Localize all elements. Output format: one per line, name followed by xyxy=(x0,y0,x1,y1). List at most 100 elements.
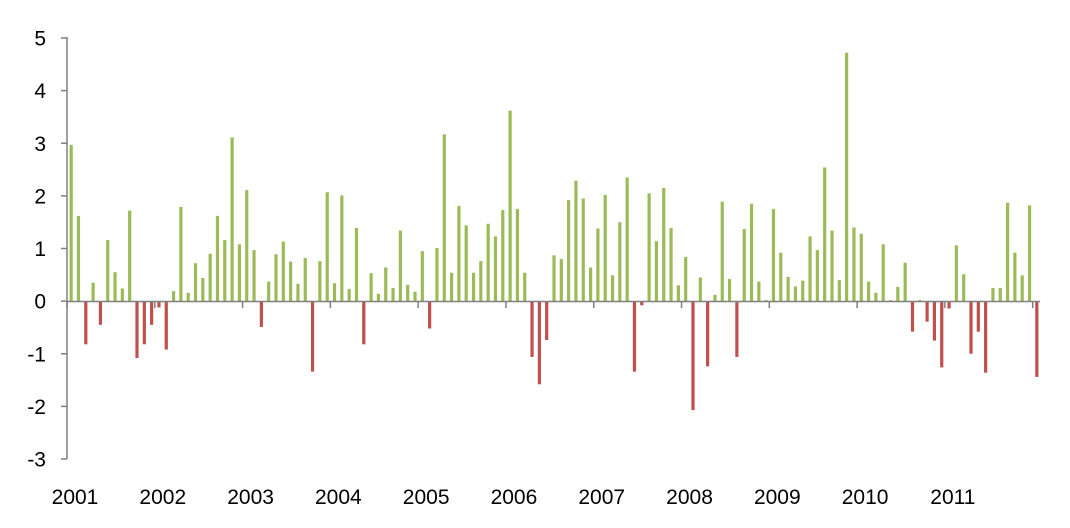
bar xyxy=(128,210,132,302)
bar xyxy=(764,300,768,302)
bar xyxy=(866,281,871,302)
bar xyxy=(420,251,424,302)
bar xyxy=(442,134,446,302)
bar xyxy=(76,215,81,302)
bar xyxy=(201,277,205,302)
bar xyxy=(384,267,388,302)
bar xyxy=(684,256,688,302)
bar xyxy=(479,261,483,302)
bar xyxy=(1005,202,1010,302)
bar xyxy=(698,277,702,302)
bar xyxy=(596,228,600,302)
bar xyxy=(881,244,885,302)
bar xyxy=(603,194,607,302)
bar xyxy=(106,240,110,302)
x-axis-tick-labels: 2001 2002 2003 2004 2005 2006 2007 2008 2009 2010… xyxy=(52,486,976,509)
bar xyxy=(449,272,454,302)
bar xyxy=(486,223,490,302)
bar xyxy=(186,292,190,302)
bar xyxy=(515,209,520,302)
x-tick-label: 2002 xyxy=(139,486,186,509)
bar xyxy=(120,288,124,302)
bar xyxy=(1027,205,1032,302)
bar xyxy=(808,236,812,302)
x-tick-label: 2009 xyxy=(754,486,801,509)
bar xyxy=(552,255,556,302)
y-tick-label: 2 xyxy=(34,185,46,208)
bar xyxy=(610,275,615,302)
bar xyxy=(523,272,527,302)
bar xyxy=(252,250,256,302)
bar xyxy=(369,273,373,302)
bar xyxy=(567,200,571,302)
bar xyxy=(801,280,805,302)
bar xyxy=(903,262,907,302)
bar xyxy=(193,263,198,302)
y-tick-label: 0 xyxy=(34,291,46,314)
y-axis-tick-labels: 5 4 3 2 1 0 -1 -2 -3 xyxy=(27,28,46,472)
bar xyxy=(727,279,732,302)
bar xyxy=(625,177,629,302)
bar xyxy=(647,193,651,302)
y-tick-label: 1 xyxy=(34,238,46,261)
x-tick-label: 2003 xyxy=(227,486,274,509)
x-tick-label: 2001 xyxy=(52,486,99,509)
bar xyxy=(749,203,754,302)
bar xyxy=(618,222,622,302)
bar xyxy=(735,301,739,357)
x-tick-label: 2010 xyxy=(842,486,889,509)
bar xyxy=(581,198,585,302)
bar xyxy=(274,254,278,302)
bar xyxy=(508,110,512,302)
y-tick-label: -3 xyxy=(27,449,46,472)
bar xyxy=(303,257,307,302)
bar xyxy=(464,225,468,302)
bar xyxy=(296,283,300,302)
bar xyxy=(340,195,344,302)
bar xyxy=(325,192,329,302)
bar xyxy=(150,301,154,325)
bar xyxy=(84,301,88,345)
bar xyxy=(1013,252,1017,302)
bar xyxy=(793,286,798,302)
bar xyxy=(954,245,958,302)
bar xyxy=(406,284,410,302)
x-axis-ticks xyxy=(66,301,1034,309)
y-axis-ticks xyxy=(61,37,67,460)
y-tick-label: 5 xyxy=(34,28,46,51)
bar xyxy=(845,52,849,302)
bar xyxy=(910,301,915,332)
x-tick-label: 2004 xyxy=(315,486,362,509)
bar xyxy=(588,267,593,302)
bar xyxy=(771,209,776,302)
bar xyxy=(984,301,988,373)
y-tick-label: -2 xyxy=(27,396,46,419)
bar xyxy=(947,301,951,309)
bar xyxy=(720,201,724,302)
bar xyxy=(245,190,249,302)
bar xyxy=(230,137,234,302)
bar xyxy=(471,272,476,302)
bar xyxy=(332,283,337,302)
x-tick-label: 2011 xyxy=(930,486,975,509)
x-tick-label: 2008 xyxy=(666,486,713,509)
bar xyxy=(113,272,117,302)
bar xyxy=(157,301,161,308)
bar xyxy=(376,293,381,302)
bar xyxy=(135,301,139,358)
bar xyxy=(435,247,439,302)
bar xyxy=(237,244,242,302)
bar xyxy=(669,227,673,302)
bar xyxy=(354,227,359,302)
bar xyxy=(347,289,351,302)
bar xyxy=(676,285,680,302)
bar xyxy=(691,301,695,411)
bar xyxy=(318,261,322,302)
bar xyxy=(830,230,834,302)
x-tick-label: 2006 xyxy=(491,486,538,509)
bar xyxy=(706,301,710,367)
y-tick-label: 4 xyxy=(34,80,46,103)
bar xyxy=(632,301,637,372)
bar xyxy=(1020,275,1024,302)
